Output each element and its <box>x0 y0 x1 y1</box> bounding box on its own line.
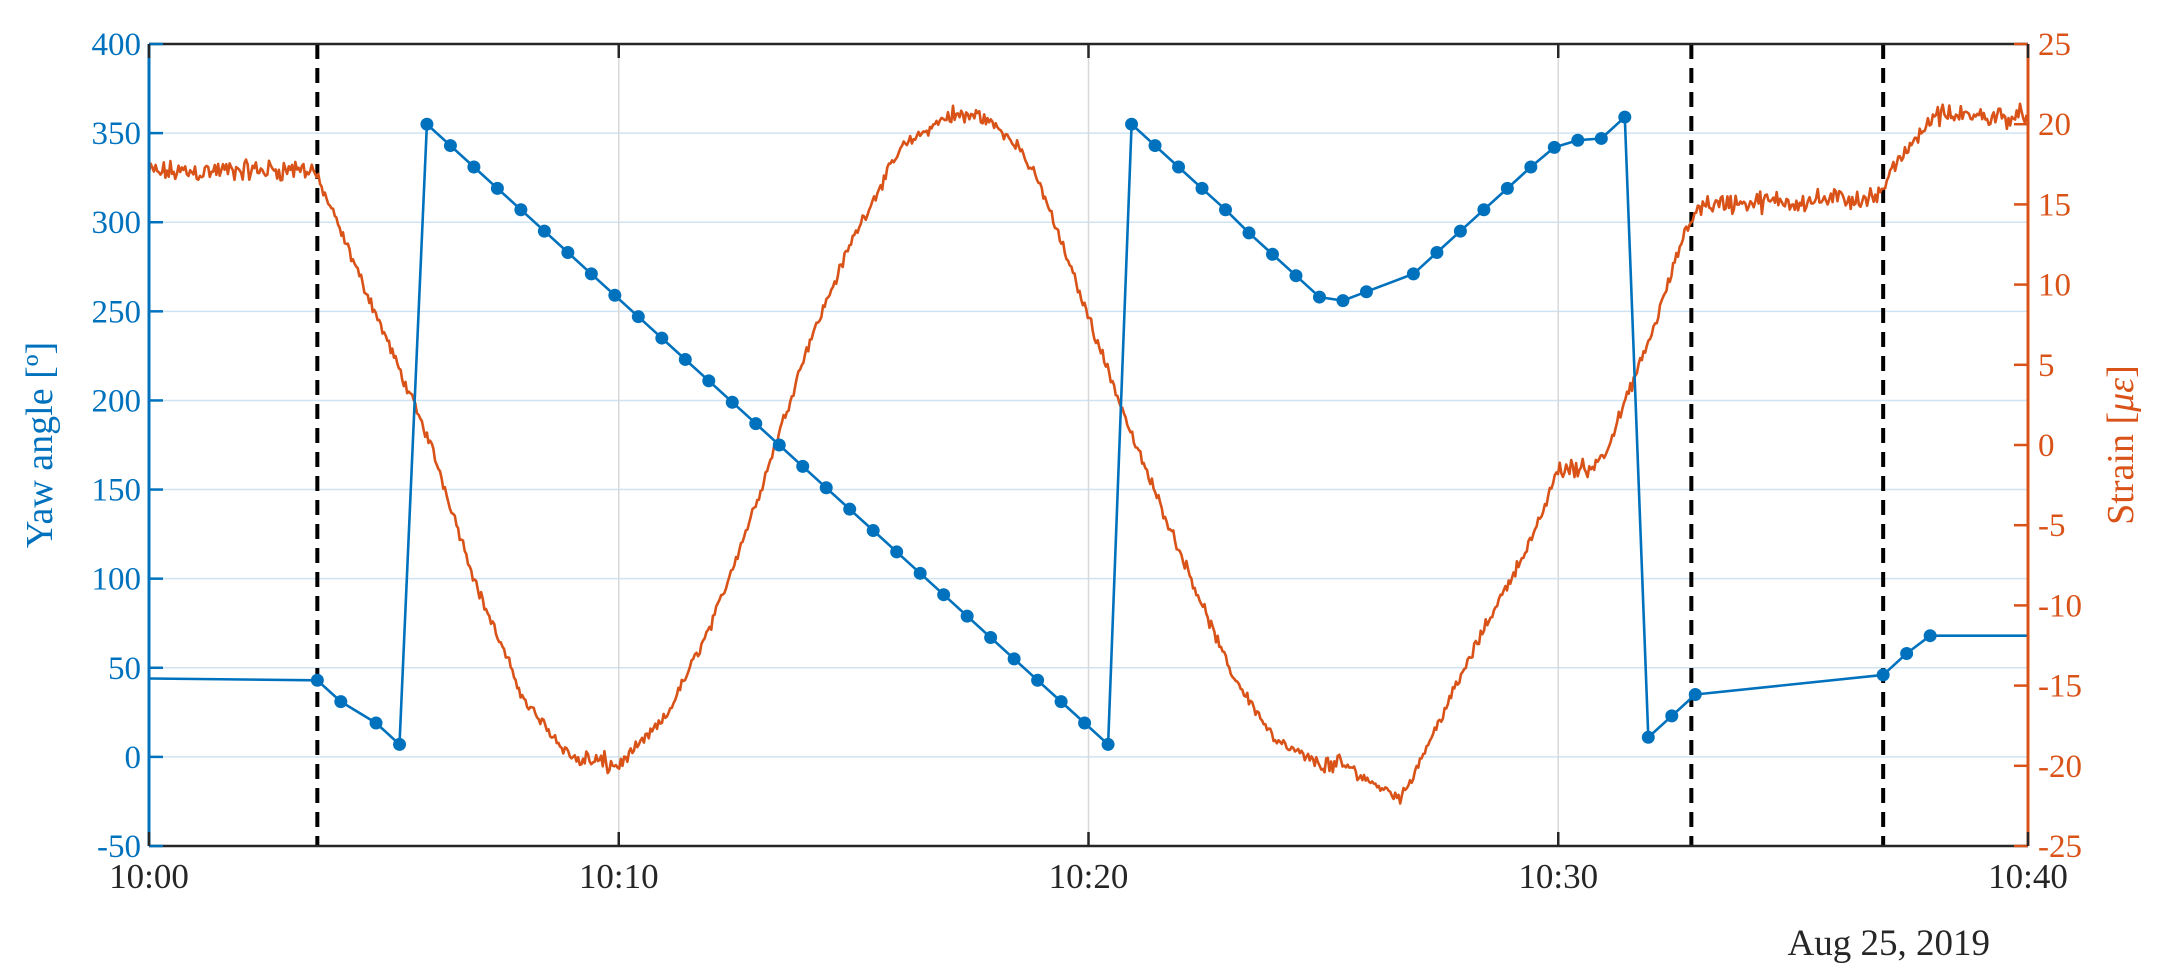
yaw-data-point <box>1524 160 1538 174</box>
yaw-data-point <box>467 160 481 174</box>
yaw-data-point <box>1406 267 1420 281</box>
y-left-tick-label: 250 <box>92 294 142 330</box>
series <box>149 102 2028 805</box>
y-right-tick-label: -10 <box>2038 588 2082 624</box>
yaw-data-point <box>1336 294 1350 308</box>
yaw-data-point <box>1312 290 1326 304</box>
strain-series-line <box>149 102 2028 805</box>
yaw-data-point <box>537 224 551 238</box>
yaw-data-point <box>819 481 833 495</box>
yaw-data-point <box>1195 181 1209 195</box>
yaw-data-point <box>393 737 407 751</box>
y-left-tick-label: 150 <box>92 473 142 509</box>
yaw-data-point <box>1618 110 1632 124</box>
y-axis-left-label: Yaw angle [º] <box>19 342 61 548</box>
y-left-tick-label: 50 <box>108 651 141 687</box>
yaw-data-point <box>608 288 622 302</box>
yaw-data-point <box>1477 203 1491 217</box>
yaw-data-point <box>1219 203 1233 217</box>
yaw-data-point <box>1148 139 1162 153</box>
yaw-data-point <box>866 524 880 538</box>
yaw-data-point <box>749 417 763 431</box>
yaw-data-point <box>1242 226 1256 240</box>
yaw-data-point <box>631 310 645 324</box>
y-right-tick-label: 10 <box>2038 268 2071 304</box>
x-tick-label: 10:20 <box>1049 857 1129 896</box>
yaw-data-point <box>443 139 457 153</box>
yaw-data-point <box>1453 224 1467 238</box>
yaw-data-point <box>1265 247 1279 261</box>
axes: 400350300250200150100500-502520151050-5-… <box>92 27 2083 896</box>
yaw-data-point <box>1101 737 1115 751</box>
yaw-data-point <box>1054 695 1068 709</box>
yaw-data-point <box>655 331 669 345</box>
yaw-data-point <box>796 459 810 473</box>
y-right-tick-label: 20 <box>2038 107 2071 143</box>
yaw-data-point <box>584 267 598 281</box>
yaw-data-point <box>1547 140 1561 154</box>
y-left-tick-label: -50 <box>97 829 141 865</box>
x-tick-label: 10:40 <box>1988 857 2068 896</box>
labels: Yaw angle [º] Strain [με] Aug 25, 2019 <box>19 342 2142 964</box>
yaw-data-point <box>725 395 739 409</box>
x-tick-label: 10:10 <box>579 857 659 896</box>
yaw-data-point <box>772 438 786 452</box>
yaw-data-point <box>843 502 857 516</box>
y-left-tick-label: 400 <box>92 27 142 63</box>
x-axis-date-label: Aug 25, 2019 <box>1788 923 1990 964</box>
yaw-data-point <box>1923 629 1937 643</box>
yaw-data-point <box>1641 730 1655 744</box>
x-tick-label: 10:30 <box>1518 857 1598 896</box>
yaw-data-point <box>1500 181 1514 195</box>
y-left-tick-label: 350 <box>92 116 142 152</box>
yaw-data-point <box>1031 673 1045 687</box>
yaw-data-point <box>1007 652 1021 666</box>
x-tick-label: 10:00 <box>109 857 189 896</box>
y-left-tick-label: 300 <box>92 205 142 241</box>
yaw-data-point <box>913 566 927 580</box>
yaw-data-point <box>514 203 528 217</box>
y-left-tick-label: 0 <box>125 740 142 776</box>
yaw-data-point <box>1665 709 1679 723</box>
y-left-tick-label: 100 <box>92 562 142 598</box>
yaw-data-point <box>1289 269 1303 283</box>
yaw-data-point <box>1688 688 1702 702</box>
yaw-data-point <box>1125 117 1139 131</box>
yaw-data-point <box>420 117 434 131</box>
yaw-data-point <box>334 695 348 709</box>
yaw-data-point <box>937 588 951 602</box>
yaw-data-point <box>1876 668 1890 682</box>
y-right-tick-label: -15 <box>2038 669 2082 705</box>
y-right-tick-label: -20 <box>2038 749 2082 785</box>
yaw-data-point <box>960 609 974 623</box>
yaw-data-point <box>1359 285 1373 299</box>
y-axis-right-label-unit: με <box>2100 378 2142 413</box>
y-right-tick-label: -25 <box>2038 829 2082 865</box>
yaw-data-point <box>890 545 904 559</box>
yaw-data-point <box>1078 716 1092 730</box>
yaw-data-point <box>1172 160 1186 174</box>
yaw-data-point <box>490 181 504 195</box>
y-axis-right-label-close: ] <box>2100 365 2142 378</box>
yaw-data-point <box>1594 131 1608 145</box>
yaw-data-point <box>369 716 383 730</box>
y-right-tick-label: 25 <box>2038 27 2071 63</box>
y-axis-right-label: Strain [με] <box>2100 365 2142 525</box>
yaw-data-point <box>310 673 324 687</box>
yaw-data-point <box>702 374 716 388</box>
yaw-data-point <box>678 352 692 366</box>
y-axis-right-label-text: Strain [ <box>2100 412 2142 525</box>
yaw-data-point <box>561 246 575 260</box>
y-left-tick-label: 200 <box>92 383 142 419</box>
y-right-tick-label: -5 <box>2038 508 2066 544</box>
yaw-data-point <box>1430 246 1444 260</box>
y-right-tick-label: 5 <box>2038 348 2055 384</box>
yaw-data-point <box>984 630 998 644</box>
yaw-data-point <box>1900 647 1914 661</box>
yaw-data-point <box>1571 133 1585 147</box>
y-right-tick-label: 0 <box>2038 428 2055 464</box>
y-right-tick-label: 15 <box>2038 187 2071 223</box>
